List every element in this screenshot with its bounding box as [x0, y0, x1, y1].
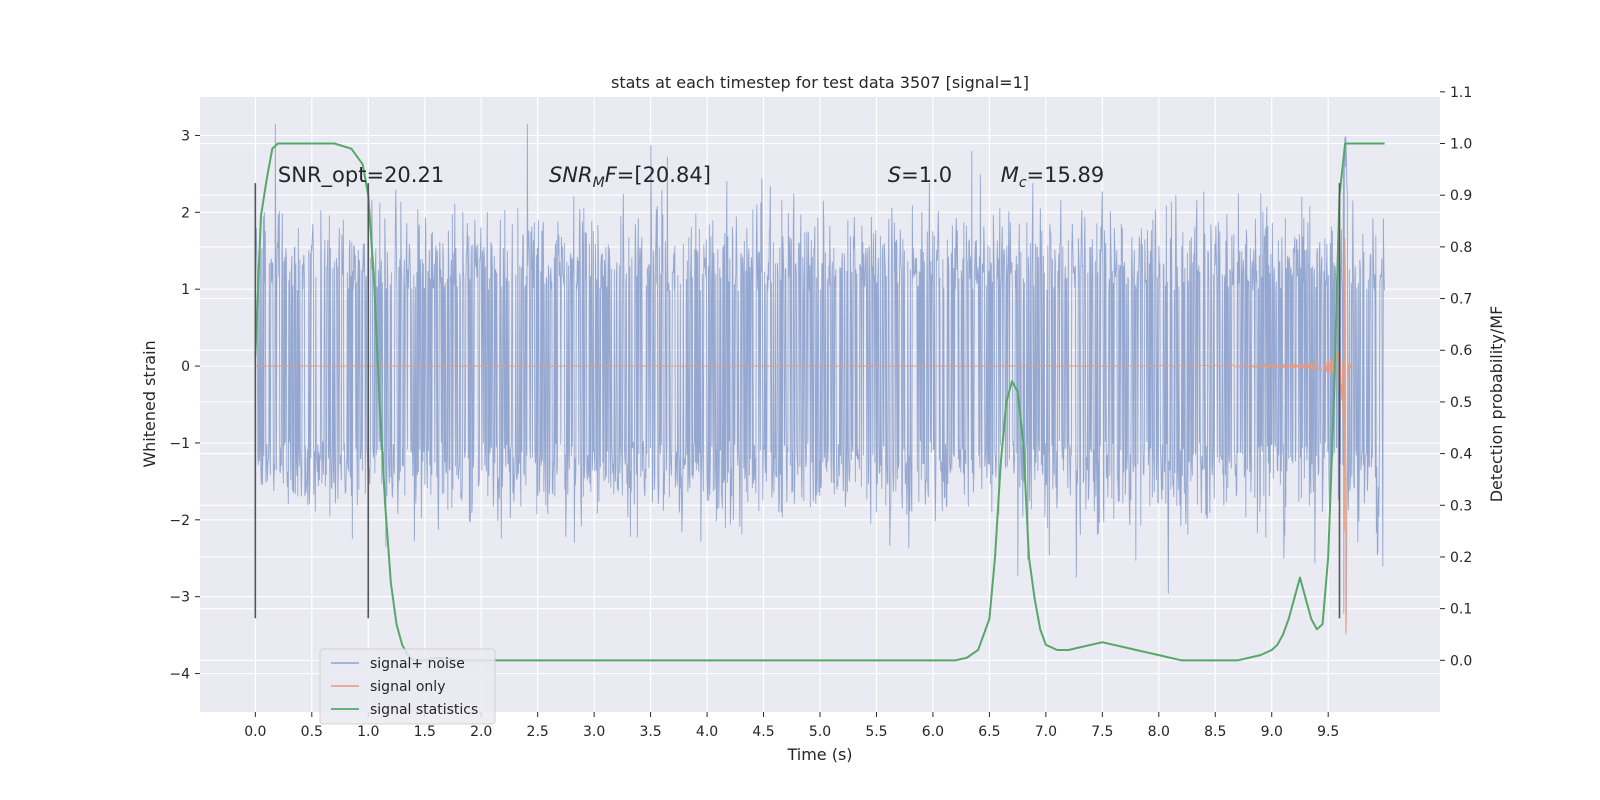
y-tick-label: −2: [169, 513, 190, 529]
y2-tick-label: 0.9: [1450, 188, 1472, 204]
y-tick-label: −1: [169, 436, 190, 452]
y2-tick-label: 0.6: [1450, 343, 1472, 359]
annotation: SNR_opt=20.21: [278, 163, 444, 188]
legend: signal+ noise signal only signal statist…: [319, 648, 496, 725]
annotation-symbol: SNR: [549, 163, 593, 187]
y2-tick-label: 1.1: [1450, 85, 1472, 101]
annotation-value: =20.21: [366, 163, 444, 187]
y2-tick-label: 0.5: [1450, 395, 1472, 411]
legend-entry-signal-only: signal only: [370, 679, 445, 695]
x-axis-label: Time (s): [786, 745, 852, 764]
series-signal-only: [255, 237, 1354, 635]
annotation-value: =1.0: [901, 163, 952, 187]
y-tick-label: 0: [181, 359, 190, 375]
legend-box: [319, 648, 496, 725]
annotation-suffix: F: [605, 163, 618, 187]
y-axis-label: Whitened strain: [140, 340, 159, 467]
annotation-subscript: M: [593, 175, 605, 191]
x-tick-label: 1.5: [414, 724, 436, 740]
vertical-markers: [254, 183, 1341, 619]
chart-title: stats at each timestep for test data 350…: [611, 73, 1029, 92]
x-tick-label: 2.5: [527, 724, 549, 740]
x-tick-label: 7.0: [1035, 724, 1057, 740]
x-tick-label: 8.5: [1204, 724, 1226, 740]
x-tick-label: 0.5: [301, 724, 323, 740]
x-tick-label: 2.0: [470, 724, 492, 740]
y2-tick-label: 0.0: [1450, 653, 1472, 669]
annotation-symbol: SNR_opt: [278, 163, 367, 188]
x-tick-label: 4.5: [752, 724, 774, 740]
y2-tick-label: 0.2: [1450, 550, 1472, 566]
x-tick-label: 9.5: [1317, 724, 1339, 740]
annotations: SNR_opt=20.21 SNRMF=[20.84] S=1.0 Mc=15.89: [278, 163, 1104, 191]
y-tick-label: −3: [169, 590, 190, 606]
x-tick-label: 9.0: [1261, 724, 1283, 740]
x-tick-label: 8.0: [1148, 724, 1170, 740]
y2-tick-label: 1.0: [1450, 137, 1472, 153]
x-tick-label: 4.0: [696, 724, 718, 740]
annotation-value: =[20.84]: [617, 163, 711, 187]
y2-tick-label: 0.4: [1450, 447, 1472, 463]
annotation-symbol: M: [1001, 163, 1019, 187]
annotation-value: =15.89: [1027, 163, 1105, 187]
y2-tick-label: 0.8: [1450, 240, 1472, 256]
y2-tick-label: 0.7: [1450, 292, 1472, 308]
y-axis-ticks: 3 2 1 0 −1 −2 −3 −4: [169, 128, 200, 683]
y2-axis-label: Detection probability/MF: [1487, 306, 1506, 503]
x-tick-label: 1.0: [357, 724, 379, 740]
x-tick-label: 3.0: [583, 724, 605, 740]
x-tick-label: 5.0: [809, 724, 831, 740]
x-tick-label: 6.5: [978, 724, 1000, 740]
x-tick-label: 3.5: [639, 724, 661, 740]
x-tick-label: 6.0: [922, 724, 944, 740]
x-tick-label: 7.5: [1091, 724, 1113, 740]
x-tick-label: 0.0: [244, 724, 266, 740]
annotation: Mc=15.89: [1001, 163, 1105, 191]
x-axis-ticks: 0.0 0.5 1.0 1.5 2.0 2.5 3.0 3.5 4.0 4.5 5.0 5.5 6.0 6…: [244, 712, 1339, 740]
series-signal-statistics: [254, 142, 1385, 662]
y2-tick-label: 0.1: [1450, 602, 1472, 618]
y2-axis-ticks: 1.1 1.0 0.9 0.8 0.7 0.6 0.5 0.4 0.3 0.2 0.1 0.0: [1440, 85, 1472, 669]
y-tick-label: 1: [181, 282, 190, 298]
series-signal-noise: [254, 123, 1385, 614]
legend-entry-signal-statistics: signal statistics: [370, 702, 478, 718]
y-tick-label: −4: [169, 667, 190, 683]
y2-tick-label: 0.3: [1450, 498, 1472, 514]
x-tick-label: 5.5: [865, 724, 887, 740]
annotation: SNRMF=[20.84]: [549, 163, 711, 191]
legend-entry-signal-noise: signal+ noise: [370, 656, 465, 672]
annotation-symbol: S: [888, 163, 901, 187]
annotation-subscript: c: [1019, 175, 1027, 191]
y-tick-label: 2: [181, 205, 190, 221]
y-tick-label: 3: [181, 128, 190, 144]
chart-marks: [254, 123, 1385, 662]
annotation: S=1.0: [888, 163, 952, 187]
